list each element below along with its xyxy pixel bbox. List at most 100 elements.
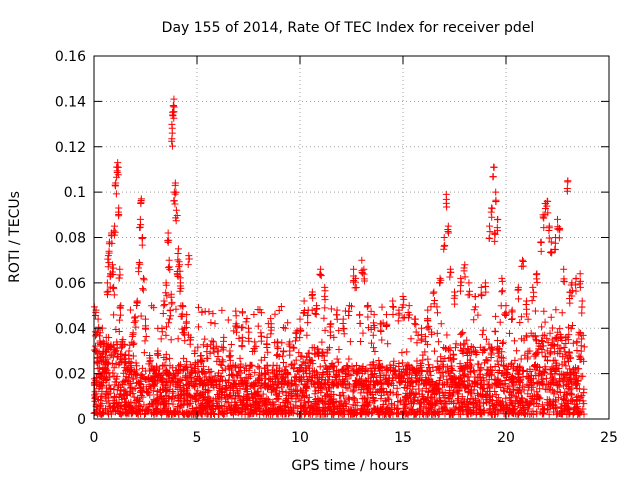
data-point: [327, 305, 335, 313]
data-point: [346, 338, 354, 346]
data-point: [403, 348, 411, 356]
data-point: [160, 302, 168, 310]
data-point-peak: [560, 265, 568, 273]
data-point: [167, 336, 175, 344]
data-point: [480, 346, 488, 354]
data-point: [551, 239, 559, 247]
data-point-peak: [170, 95, 178, 103]
data-point: [534, 402, 542, 410]
data-point: [105, 394, 113, 402]
data-point: [349, 401, 357, 409]
data-point: [441, 388, 449, 396]
data-point: [281, 398, 289, 406]
data-point: [322, 398, 330, 406]
data-point: [517, 355, 525, 363]
data-point: [444, 345, 452, 353]
data-point: [569, 339, 577, 347]
data-point: [494, 369, 502, 377]
data-point: [440, 403, 448, 411]
data-point: [558, 337, 566, 345]
data-point: [572, 404, 580, 412]
data-point-peak: [418, 324, 426, 332]
data-point: [146, 367, 154, 375]
data-point: [440, 245, 448, 253]
data-point: [136, 260, 144, 268]
data-point: [174, 335, 182, 343]
data-point: [357, 389, 365, 397]
data-point: [353, 409, 361, 417]
data-point: [531, 307, 539, 315]
data-point: [500, 404, 508, 412]
data-point: [519, 262, 527, 270]
data-point: [157, 401, 165, 409]
data-point-peak: [492, 188, 500, 196]
data-point-peak: [139, 274, 147, 282]
data-point: [166, 315, 174, 323]
data-point: [304, 319, 312, 327]
data-point: [420, 398, 428, 406]
data-point: [415, 400, 423, 408]
data-point: [357, 337, 365, 345]
data-point: [398, 349, 406, 357]
data-point-peak: [405, 302, 413, 310]
data-point: [510, 410, 518, 418]
data-point-peak: [251, 338, 259, 346]
data-point: [543, 374, 551, 382]
data-point: [209, 310, 217, 318]
data-point: [292, 382, 300, 390]
data-point: [311, 309, 319, 317]
data-point: [378, 336, 386, 344]
data-point: [191, 392, 199, 400]
data-point: [515, 384, 523, 392]
data-point: [514, 295, 522, 303]
data-point: [216, 395, 224, 403]
data-point: [457, 410, 465, 418]
data-point: [141, 337, 149, 345]
data-point: [214, 410, 222, 418]
data-point: [407, 335, 415, 343]
data-point: [140, 276, 148, 284]
data-point: [335, 346, 343, 354]
data-point: [502, 394, 510, 402]
data-point: [192, 369, 200, 377]
data-point: [271, 401, 279, 409]
data-point: [442, 199, 450, 207]
data-point: [473, 348, 481, 356]
data-point: [500, 387, 508, 395]
data-point-peak: [164, 229, 172, 237]
data-point: [569, 397, 577, 405]
data-point: [198, 308, 206, 316]
data-point: [508, 408, 516, 416]
data-point: [474, 311, 482, 319]
data-point: [174, 249, 182, 257]
data-point: [414, 367, 422, 375]
data-point-peak: [578, 297, 586, 305]
data-point: [324, 346, 332, 354]
data-point: [316, 271, 324, 279]
data-point: [220, 337, 228, 345]
data-point: [455, 386, 463, 394]
data-point: [511, 356, 519, 364]
data-point: [578, 309, 586, 317]
data-point: [221, 377, 229, 385]
data-point: [334, 358, 342, 366]
data-point: [286, 400, 294, 408]
data-point: [375, 356, 383, 364]
data-point: [367, 307, 375, 315]
data-point: [537, 247, 545, 255]
data-point: [425, 367, 433, 375]
data-point: [452, 340, 460, 348]
data-point: [345, 355, 353, 363]
data-point: [292, 395, 300, 403]
data-point: [239, 401, 247, 409]
data-point: [389, 310, 397, 318]
data-point: [477, 393, 485, 401]
data-point: [384, 340, 392, 348]
data-point: [312, 310, 320, 318]
data-point: [547, 313, 555, 321]
data-point: [445, 391, 453, 399]
data-point: [168, 142, 176, 150]
data-point: [530, 288, 538, 296]
data-point: [226, 383, 234, 391]
data-point: [237, 408, 245, 416]
